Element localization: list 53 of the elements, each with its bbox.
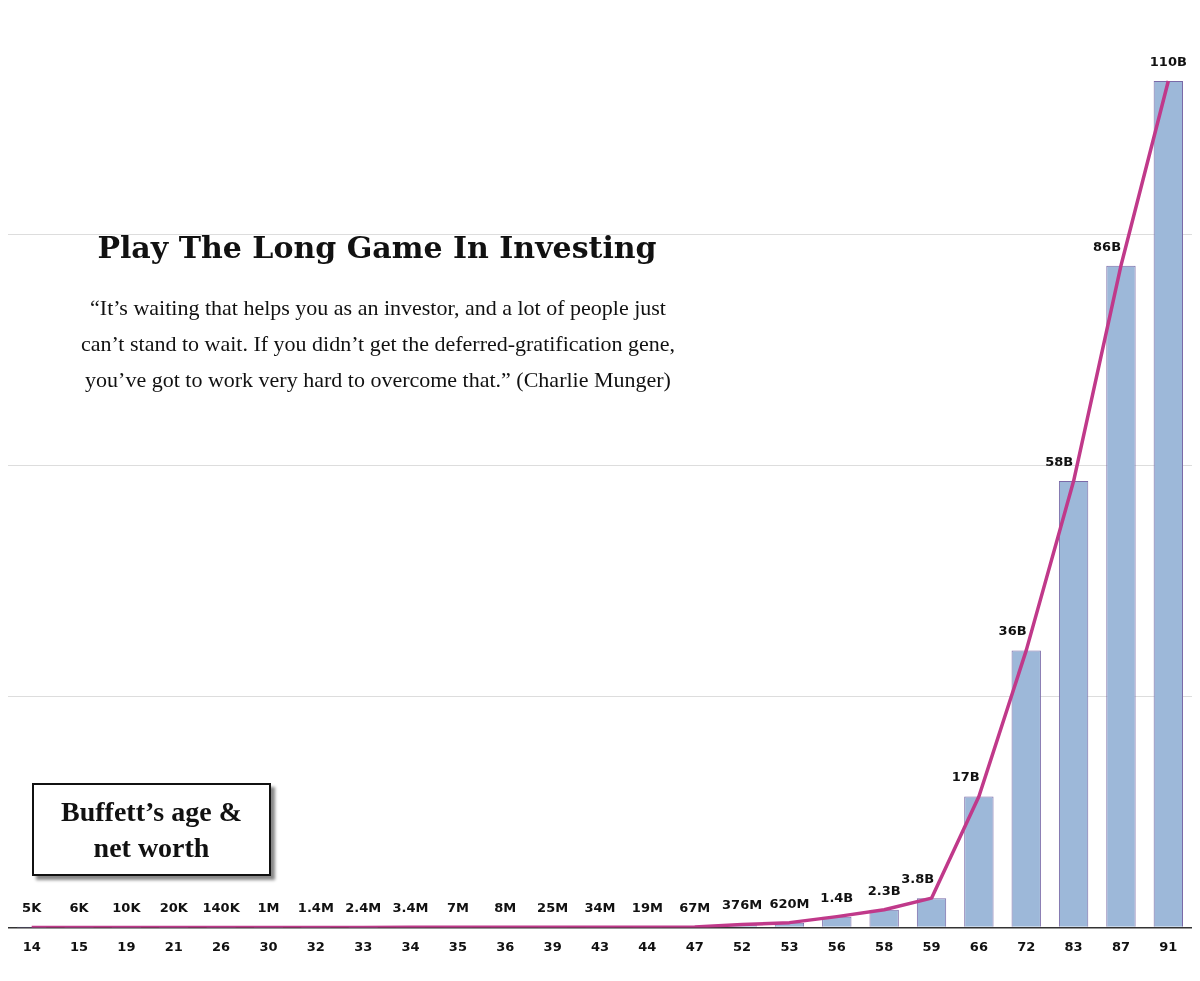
data-label: 25M: [537, 900, 569, 916]
x-tick-label: 33: [354, 938, 373, 954]
x-tick-label: 26: [212, 938, 231, 954]
x-tick-label: 21: [164, 938, 183, 954]
data-label: 34M: [584, 900, 616, 916]
data-label: 8M: [494, 900, 517, 916]
x-tick-label: 39: [543, 938, 562, 954]
data-label: 19M: [631, 900, 663, 916]
data-label: 3.4M: [392, 900, 429, 916]
annotation: Buffett’s age & net worth: [32, 783, 271, 876]
x-tick-label: 44: [638, 938, 657, 954]
x-tick-label: 59: [922, 938, 941, 954]
data-label: 5K: [22, 900, 43, 916]
data-label: 1.4B: [820, 889, 854, 905]
x-tick-label: 87: [1111, 938, 1131, 954]
x-tick-label: 30: [259, 938, 278, 954]
x-tick-label: 53: [780, 938, 799, 954]
data-label: 6K: [69, 900, 90, 916]
data-label: 2.4M: [345, 900, 382, 916]
x-tick-label: 72: [1017, 938, 1036, 954]
x-tick-label: 52: [733, 938, 752, 954]
data-label: 110B: [1149, 53, 1187, 69]
data-label: 3.8B: [901, 871, 935, 887]
x-tick-label: 34: [401, 938, 420, 954]
data-label: 86B: [1093, 238, 1122, 254]
x-tick-label: 66: [969, 938, 988, 954]
data-label: 7M: [446, 900, 469, 916]
x-tick-label: 36: [496, 938, 515, 954]
x-tick-label: 43: [590, 938, 610, 954]
data-label: 1M: [257, 900, 280, 916]
x-tick-label: 58: [875, 938, 894, 954]
data-label: 2.3B: [867, 882, 901, 898]
data-label: 376M: [722, 897, 763, 913]
data-label: 140K: [202, 900, 241, 916]
x-tick-label: 83: [1064, 938, 1083, 954]
text: Play The Long Game In Investing: [96, 230, 658, 265]
x-tick-label: 56: [827, 938, 846, 954]
x-tick-label: 15: [69, 938, 89, 954]
data-label: 20K: [159, 900, 189, 916]
data-label: 17B: [951, 769, 980, 785]
data-label: 36B: [998, 623, 1027, 639]
x-tick-label: 35: [448, 938, 467, 954]
data-label: 1.4M: [297, 900, 334, 916]
text: “It’s waiting that helps you as an investor, and a lot of people just can’t stand to wait. If you didn’t get the deferred-gratification gene, you’ve got to work very hard to overcome that.” (Charlie Munger): [80, 294, 676, 394]
x-tick-label: 19: [117, 938, 136, 954]
x-tick-label: 47: [685, 938, 704, 954]
x-tick-label: 14: [22, 938, 41, 954]
data-label: 67M: [679, 899, 711, 915]
data-label: 58B: [1045, 453, 1074, 469]
data-label: 10K: [112, 900, 142, 916]
data-label: 620M: [769, 895, 810, 911]
x-tick-label: 91: [1159, 938, 1178, 954]
x-tick-label: 32: [306, 938, 325, 954]
